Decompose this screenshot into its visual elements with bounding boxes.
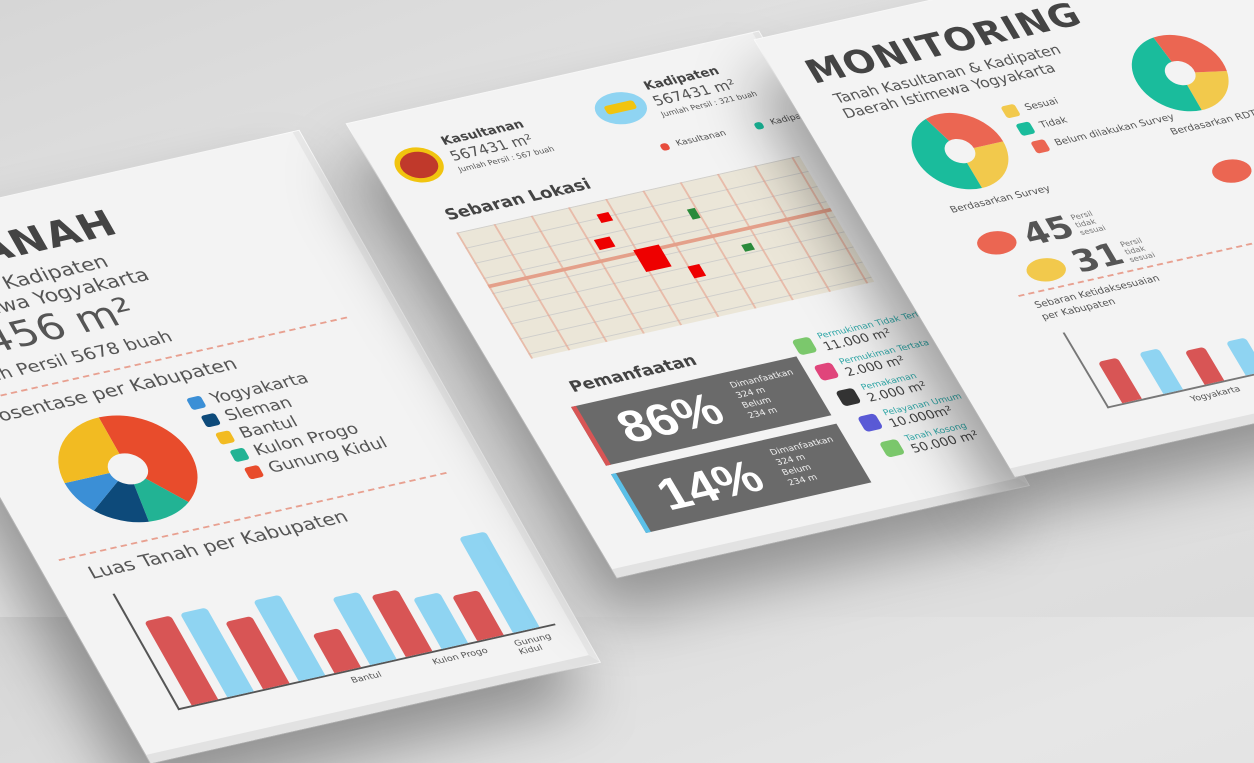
bar [1226,337,1254,375]
bar [1098,357,1142,403]
usage-icon [879,439,906,458]
usage-icon [857,413,884,432]
bar-axis-label: Gunung Kidul [513,630,568,657]
bar [1139,348,1183,394]
usage-icon [835,388,862,407]
kabupaten-donut-chart [31,400,225,538]
stat-dot [1207,156,1254,186]
legend-swatch [186,395,207,410]
legend-swatch [215,430,236,445]
stat-dot [1021,255,1071,285]
legend-swatch [200,413,221,428]
legend-swatch [1015,121,1036,136]
usage-icon [813,362,840,381]
bar [1184,346,1224,384]
legend-label: Sesuai [1023,96,1061,112]
stat-value: 31 [1250,137,1254,181]
stat-item: 31Persil tidak sesuai [1203,130,1254,192]
usage-icon [791,336,818,355]
legend-swatch [229,447,250,462]
bar-axis-label: Bantul [349,671,383,686]
legend-swatch [244,465,265,480]
legend-label: Tidak [1038,115,1070,130]
legend-swatch [1030,139,1051,154]
legend-swatch [1000,104,1021,119]
stat-dot [972,228,1022,258]
